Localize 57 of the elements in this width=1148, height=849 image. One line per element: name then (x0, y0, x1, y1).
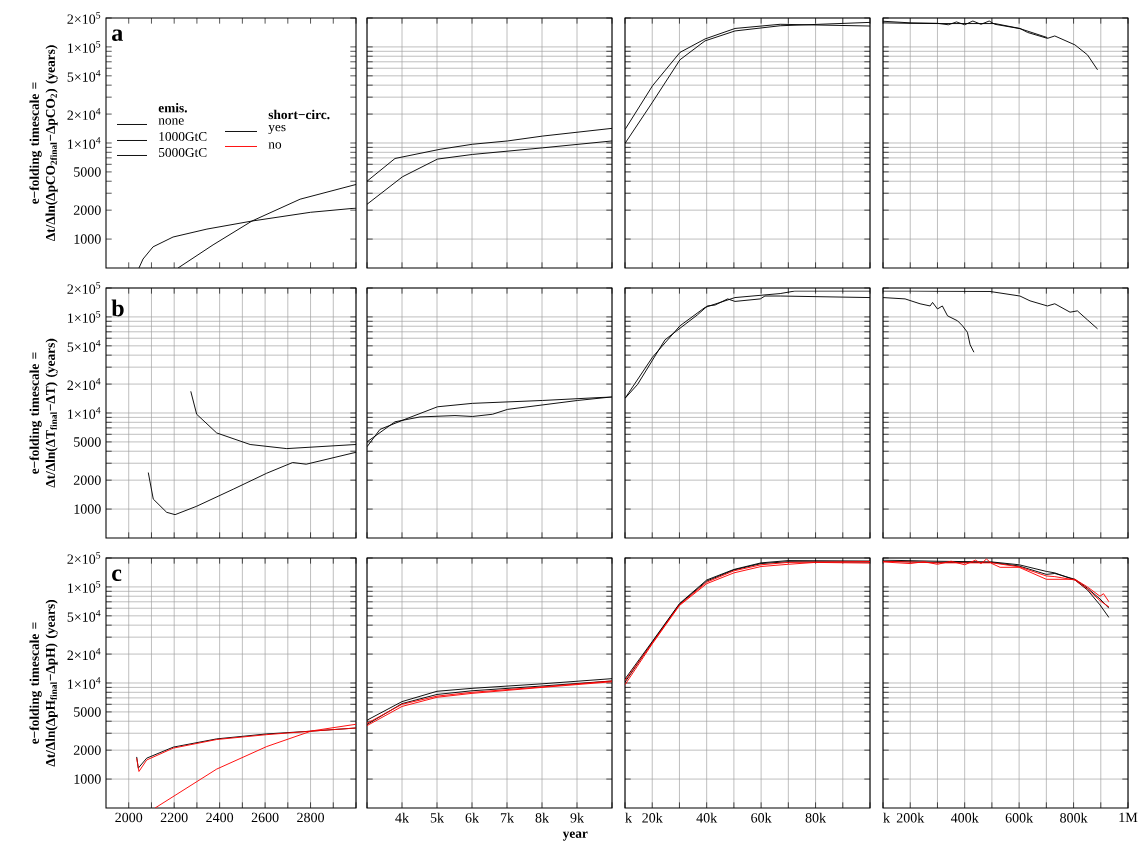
y-tick-label: 2×10$^{4}$ (67, 648, 101, 661)
x-axis-title: year (562, 831, 588, 841)
y-tick-label: 2×10$^{5}$ (67, 12, 101, 24)
x-tick-label: 60k (751, 812, 772, 823)
y-tick-label: 2×10$^{5}$ (67, 282, 101, 294)
annotation: 5000GtC (159, 147, 207, 157)
y-tick-label: 2×10$^{5}$ (67, 552, 101, 564)
x-tick-label: 40k (696, 812, 718, 823)
y-tick-label: 2×10$^{4}$ (67, 378, 101, 391)
x-tick-label: 2200 (160, 812, 188, 823)
x-tick-label: 800k (1060, 812, 1088, 823)
annotation: 1000GtC (159, 131, 207, 141)
y-tick-label: 1×10$^{4}$ (68, 407, 101, 419)
y-tick-label: 1000 (74, 774, 101, 784)
y-tick-label: 1×10$^{5}$ (68, 40, 101, 53)
x-tick-label: 8k (535, 812, 550, 823)
x-tick-label: 2400 (206, 812, 234, 823)
y-tick-label: 5000 (74, 707, 101, 717)
x-tick-label: 2600 (251, 812, 279, 823)
x-tick-label: 2800 (297, 812, 325, 823)
y-tick-label: 1000 (74, 504, 101, 514)
x-tick-label: 9k (570, 812, 585, 823)
x-tick-label: 6k (465, 812, 480, 823)
y-tick-label: 5×10$^{4}$ (67, 339, 101, 352)
y-tick-label: 1×10$^{4}$ (68, 137, 101, 149)
y-tick-label: 2000 (73, 475, 101, 485)
y-tick-label: 5×10$^{4}$ (67, 69, 101, 82)
y-tick-label: 1×10$^{4}$ (68, 677, 101, 689)
x-tick-label: 1M (1119, 812, 1138, 822)
x-tick-label: 2000 (115, 812, 143, 823)
annotation: a (112, 29, 123, 41)
y-tick-label: 5000 (74, 167, 101, 177)
x-tick-label: k (883, 812, 891, 823)
y-tick-label: 2×10$^{4}$ (67, 108, 101, 121)
annotation: none (158, 118, 184, 125)
annotation: emis. (158, 103, 187, 113)
x-tick-label: 200k (896, 812, 925, 823)
y-tick-label: 5000 (74, 437, 101, 447)
y-tick-label: 5×10$^{4}$ (67, 609, 101, 622)
x-tick-label: k (625, 812, 633, 823)
x-tick-label: 20k (642, 812, 663, 823)
x-tick-label: 80k (805, 812, 827, 823)
annotation: yes (268, 124, 286, 135)
x-tick-label: 400k (950, 812, 979, 823)
x-tick-label: 600k (1005, 812, 1034, 823)
y-tick-label: 1×10$^{5}$ (68, 310, 101, 323)
y-tick-label: 1×10$^{5}$ (68, 580, 101, 593)
x-tick-label: 4k (395, 812, 410, 823)
y-tick-label: 1000 (74, 234, 101, 244)
annotation: b (111, 299, 124, 317)
y-tick-label: 2000 (73, 205, 101, 215)
x-tick-label: 7k (500, 812, 515, 823)
annotation: no (268, 142, 282, 149)
annotation: c (112, 569, 122, 582)
annotation: short−circ. (268, 109, 330, 120)
y-tick-label: 2000 (73, 745, 101, 755)
x-tick-label: 5k (430, 812, 445, 823)
